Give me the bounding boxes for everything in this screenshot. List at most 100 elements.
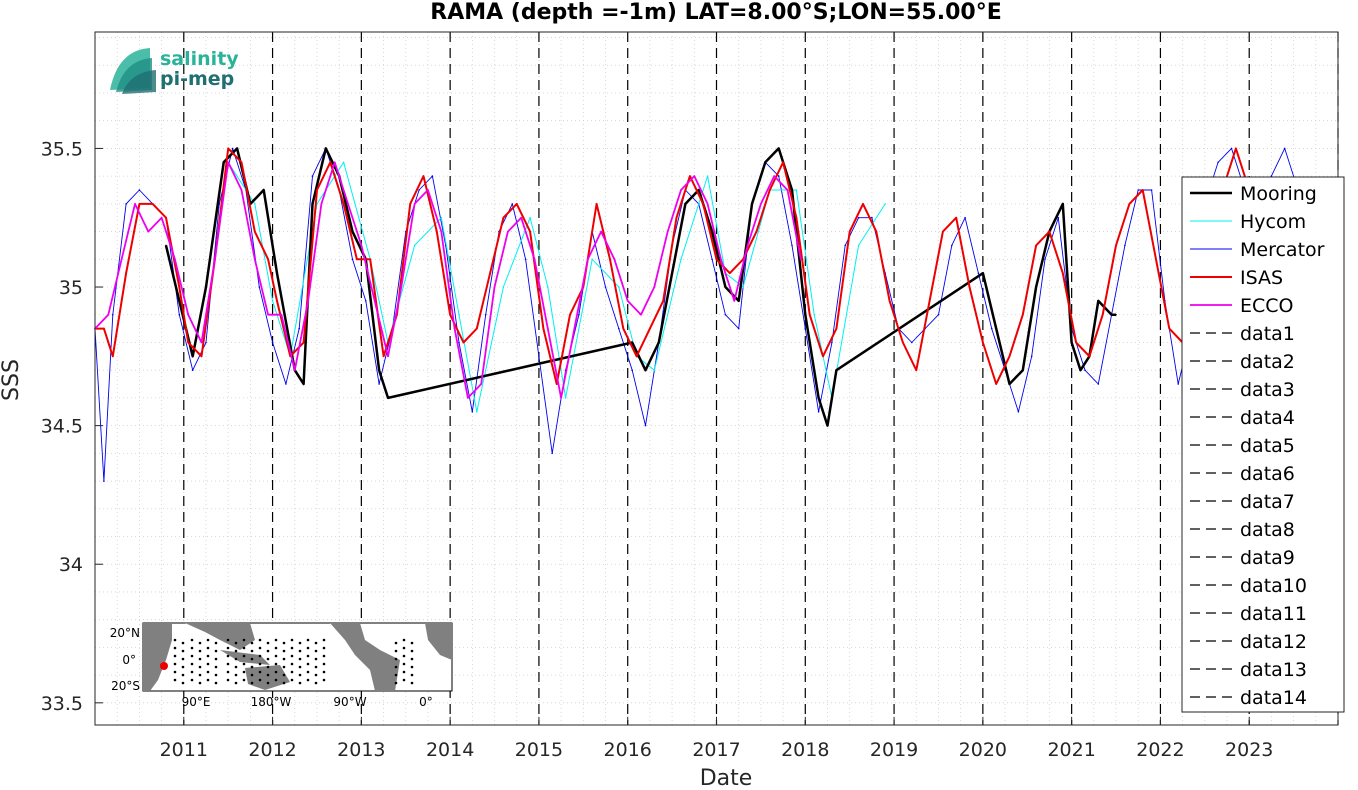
data-point-isas xyxy=(276,300,278,302)
data-point-mercator xyxy=(418,189,420,191)
data-point-mercator xyxy=(1017,411,1020,413)
data-point-mercator xyxy=(524,258,527,261)
inset-mooring-dot xyxy=(242,638,246,642)
inset-mooring-dot xyxy=(234,681,238,685)
data-point-mercator xyxy=(471,411,474,413)
inset-map: 20°N 0° 20°S 90°E 180°W 90°W 0° xyxy=(110,622,453,709)
data-point-mooring xyxy=(1022,369,1024,372)
inset-mooring-dot xyxy=(306,638,310,642)
y-tick-label: 33.5 xyxy=(41,693,83,715)
inset-mooring-dot xyxy=(198,665,202,669)
y-tick-label: 34.5 xyxy=(41,416,83,438)
data-point-isas xyxy=(103,327,105,330)
data-point-mooring xyxy=(311,203,314,205)
data-point-isas xyxy=(808,313,811,316)
data-point-ecco xyxy=(174,258,176,261)
data-point-ecco xyxy=(200,341,203,344)
data-point-ecco xyxy=(160,216,163,219)
inset-mooring-dot xyxy=(298,665,302,669)
inset-selected-mooring xyxy=(160,662,168,670)
logo-text-pi-mep: pi-mep xyxy=(160,68,234,90)
inset-mooring-dot xyxy=(266,657,270,661)
data-point-isas xyxy=(329,161,332,164)
inset-mooring-dot xyxy=(234,665,238,669)
inset-mooring-dot xyxy=(410,649,414,653)
data-point-mercator xyxy=(937,313,940,316)
data-point-isas xyxy=(515,203,518,205)
data-point-ecco xyxy=(480,383,483,385)
data-point-mooring xyxy=(777,147,780,150)
data-point-isas xyxy=(502,216,505,219)
inset-mooring-dot xyxy=(314,673,318,677)
inset-mooring-dot xyxy=(266,673,270,677)
data-point-isas xyxy=(569,313,571,316)
data-point-mooring xyxy=(764,161,767,164)
data-point-isas xyxy=(476,327,478,330)
data-point-mercator xyxy=(351,258,354,261)
x-tick-label: 2023 xyxy=(1225,739,1273,761)
inset-mooring-dot xyxy=(314,681,318,685)
data-point-isas xyxy=(915,369,918,372)
data-point-ecco xyxy=(493,286,496,288)
x-tick-label: 2022 xyxy=(1136,739,1184,761)
data-point-ecco xyxy=(720,258,722,261)
data-point-isas xyxy=(835,327,838,330)
data-point-isas xyxy=(529,230,531,233)
inset-mooring-dot xyxy=(173,678,177,682)
data-point-mooring xyxy=(826,424,829,427)
data-point-isas xyxy=(795,216,798,219)
inset-mooring-dot xyxy=(258,678,262,682)
inset-mooring-dot xyxy=(173,646,177,650)
inset-mooring-dot xyxy=(226,638,230,642)
data-point-isas xyxy=(622,327,625,330)
inset-mooring-dot xyxy=(242,654,246,658)
data-point-mooring xyxy=(205,286,207,288)
data-point-isas xyxy=(165,216,167,219)
data-point-hycom xyxy=(813,313,815,316)
data-point-mercator xyxy=(484,313,487,316)
inset-mooring-dot xyxy=(234,641,238,645)
inset-mooring-dot xyxy=(250,673,254,677)
x-tick-label: 2015 xyxy=(515,739,563,761)
inset-mooring-dot xyxy=(258,662,262,666)
data-point-mercator xyxy=(138,189,141,191)
data-point-ecco xyxy=(573,327,576,330)
inset-mooring-dot xyxy=(190,662,194,666)
x-tick-label: 2011 xyxy=(160,739,208,761)
inset-mooring-dot xyxy=(394,673,398,677)
inset-mooring-dot xyxy=(410,673,414,677)
data-point-mercator xyxy=(178,313,181,316)
inset-mooring-dot xyxy=(322,670,326,674)
data-point-ecco xyxy=(520,216,522,219)
inset-mooring-dot xyxy=(226,678,230,682)
data-point-ecco xyxy=(760,203,762,205)
data-point-isas xyxy=(409,203,412,205)
data-point-ecco xyxy=(440,230,443,233)
inset-mooring-dot xyxy=(298,681,302,685)
data-point-isas xyxy=(862,203,864,205)
data-point-mercator xyxy=(1283,147,1286,150)
inset-mooring-dot xyxy=(314,665,318,669)
inset-mooring-dot xyxy=(234,649,238,653)
data-point-ecco xyxy=(413,203,416,205)
data-point-mercator xyxy=(977,272,980,275)
inset-mooring-dot xyxy=(322,646,326,650)
data-point-mooring xyxy=(751,203,753,205)
inset-mooring-dot xyxy=(274,678,278,682)
data-point-mercator xyxy=(378,383,380,385)
legend-label-data14: data14 xyxy=(1240,687,1307,709)
inset-lon-90e: 90°E xyxy=(182,695,211,709)
inset-map-frame xyxy=(142,622,453,692)
inset-mooring-dot xyxy=(402,638,406,642)
inset-mooring-dot xyxy=(394,657,398,661)
legend-label-data13: data13 xyxy=(1240,659,1307,681)
data-point-mercator xyxy=(458,341,460,344)
data-point-ecco xyxy=(107,313,110,316)
data-point-ecco xyxy=(640,313,642,316)
data-point-mercator xyxy=(711,258,713,261)
inset-mooring-dot xyxy=(214,673,218,677)
data-point-ecco xyxy=(706,203,709,205)
x-axis-ticks: 2011 2012 2013 2014 2015 2016 2017 2018 2019 2020… xyxy=(160,717,1273,761)
inset-mooring-dot xyxy=(282,673,286,677)
data-point-mooring xyxy=(1070,341,1073,344)
